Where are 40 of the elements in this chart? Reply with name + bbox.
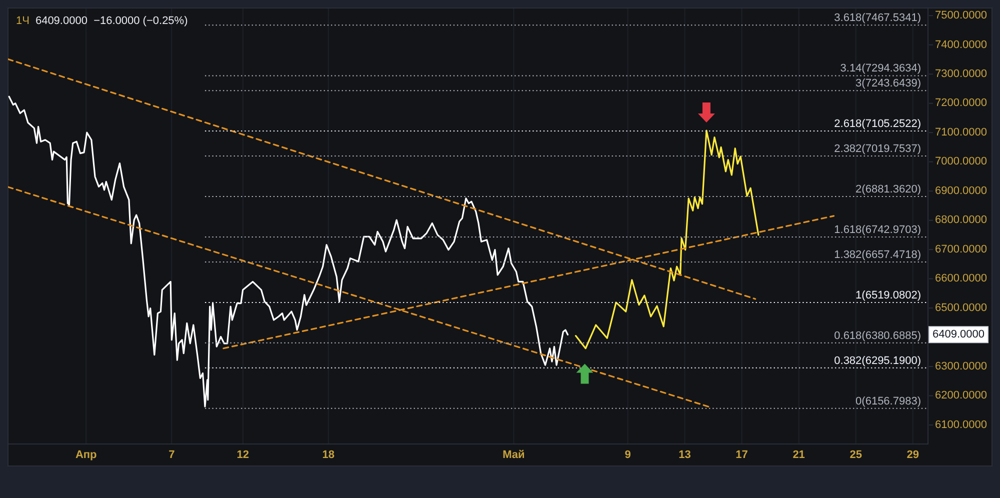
x-tick-label: 7	[168, 448, 175, 461]
ref-line-label: 2.382(7019.7537)	[834, 143, 921, 156]
x-tick-label: 29	[906, 448, 919, 461]
y-tick-label: 6600.0000	[935, 272, 987, 285]
y-tick-label: 6800.0000	[935, 214, 987, 226]
y-tick-label: 6500.0000	[935, 302, 987, 314]
x-tick-label: 17	[736, 448, 748, 461]
ref-line-label: 1(6519.0802)	[856, 289, 921, 302]
ref-line-label: 3.618(7467.5341)	[834, 12, 921, 24]
text: 6409.0000 −16.0000 (−0.25%)	[35, 14, 188, 27]
ref-line-label: 2.618(7105.2522)	[834, 118, 921, 130]
ref-line-label: 1.618(6742.9703)	[834, 224, 921, 236]
y-tick-label: 7300.0000	[935, 68, 987, 80]
x-tick-label: 18	[322, 448, 335, 461]
ref-line-label: 2(6881.3620)	[856, 184, 921, 196]
ref-line-label: 0.618(6380.6885)	[834, 330, 921, 342]
x-tick-label: 13	[678, 448, 691, 461]
x-tick-label: Май	[502, 448, 525, 461]
text: 6409.0000	[932, 328, 984, 341]
x-tick-label: 9	[624, 448, 631, 461]
ref-line-label: 3(7243.6439)	[856, 78, 921, 90]
x-tick-label: Апр	[75, 448, 98, 461]
y-tick-label: 6900.0000	[935, 184, 987, 197]
y-tick-label: 6100.0000	[935, 418, 987, 431]
x-tick-label: 25	[850, 448, 862, 461]
ref-line-label: 0.382(6295.1900)	[834, 354, 921, 367]
text: 1Ч	[16, 14, 30, 27]
y-tick-label: 7100.0000	[935, 126, 987, 138]
y-tick-label: 7000.0000	[935, 156, 987, 168]
y-tick-label: 7200.0000	[935, 97, 987, 110]
ref-line-label: 3.14(7294.3634)	[840, 62, 921, 75]
y-tick-label: 6700.0000	[935, 243, 987, 256]
y-tick-label: 7500.0000	[935, 10, 987, 22]
ref-line-label: 0(6156.7983)	[856, 395, 921, 408]
y-tick-label: 6200.0000	[935, 390, 987, 402]
x-tick-label: 12	[236, 448, 250, 461]
y-tick-label: 6300.0000	[935, 360, 987, 372]
y-tick-label: 7400.0000	[935, 38, 987, 51]
ref-line-label: 1.382(6657.4718)	[834, 248, 921, 261]
x-tick-label: 21	[792, 448, 805, 461]
